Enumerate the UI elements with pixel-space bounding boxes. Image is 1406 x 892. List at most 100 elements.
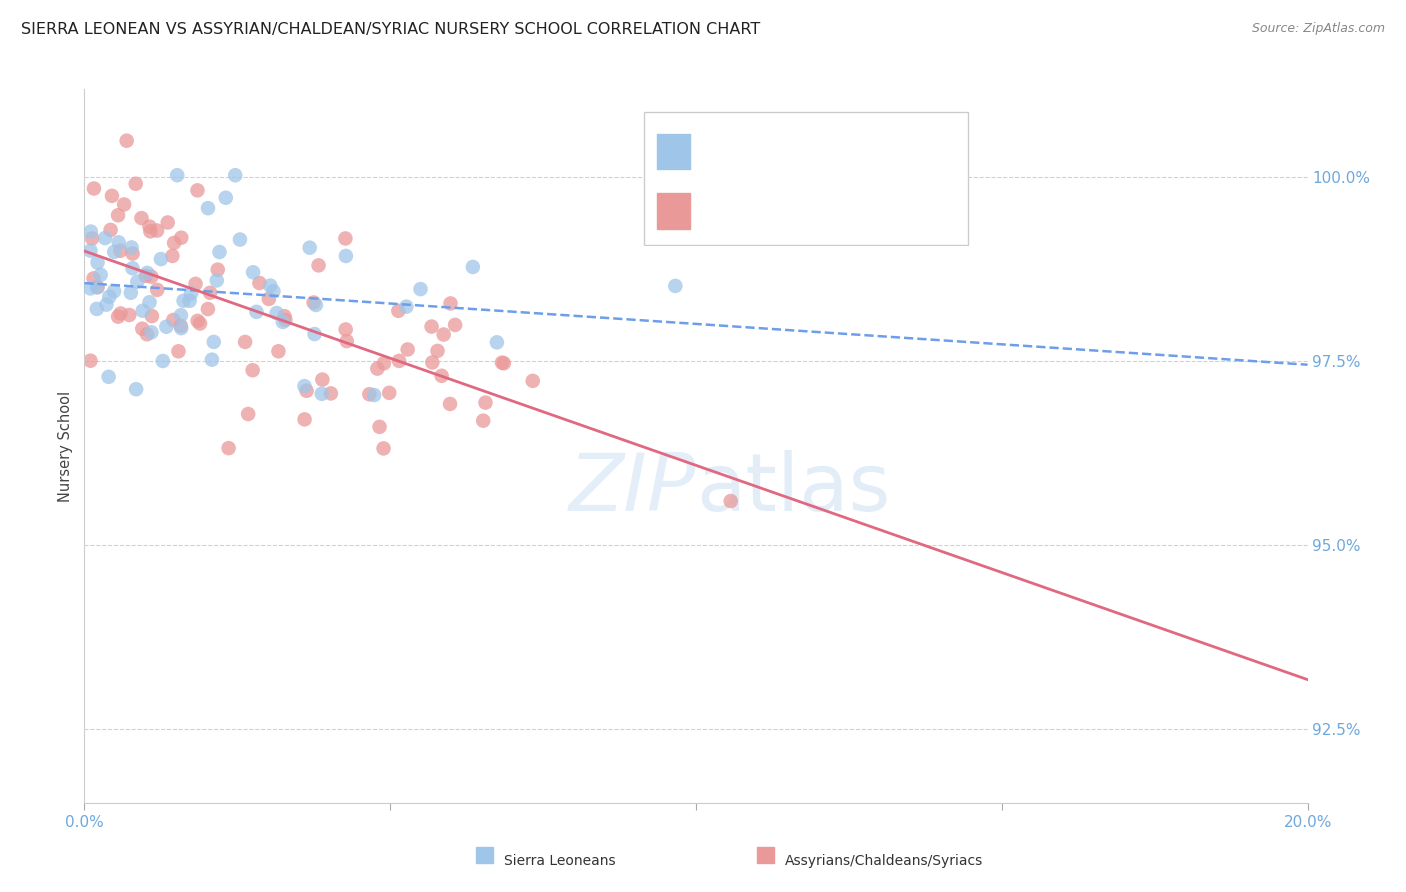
Point [103, 285, 125, 299]
Point [242, 265, 264, 279]
Point [420, 355, 443, 369]
Point [120, 285, 142, 300]
Point [138, 295, 160, 310]
Point [86, 301, 108, 316]
Point [94, 231, 117, 245]
Point [336, 334, 359, 348]
Point [485, 335, 508, 350]
Point [271, 315, 294, 329]
Point [305, 298, 328, 312]
Point [233, 334, 256, 349]
Point [295, 384, 318, 398]
Point [110, 244, 132, 258]
Point [139, 224, 162, 238]
Point [472, 414, 495, 428]
Point [294, 412, 316, 426]
Point [80, 225, 103, 239]
Text: N =: N = [839, 203, 872, 219]
Point [205, 273, 228, 287]
Point [149, 252, 172, 266]
Point [245, 305, 267, 319]
Point [155, 319, 177, 334]
Point [101, 189, 124, 203]
Point [433, 327, 456, 342]
Point [388, 354, 411, 368]
Point [110, 306, 132, 320]
Point [115, 134, 138, 148]
Point [170, 318, 193, 333]
Point [242, 363, 264, 377]
Point [86, 280, 108, 294]
Point [298, 241, 321, 255]
Point [664, 279, 686, 293]
Text: 58: 58 [891, 144, 912, 159]
Point [207, 262, 229, 277]
Point [197, 301, 219, 316]
Point [304, 326, 326, 341]
Point [136, 327, 159, 342]
Point [170, 308, 193, 322]
Point [249, 276, 271, 290]
Point [273, 309, 295, 323]
Point [86, 255, 108, 269]
Text: R =: R = [707, 144, 738, 159]
Text: Sierra Leoneans: Sierra Leoneans [503, 854, 616, 868]
Point [218, 441, 240, 455]
Point [257, 292, 280, 306]
Point [98, 290, 121, 304]
Point [163, 235, 186, 250]
Point [294, 379, 316, 393]
Point [311, 373, 333, 387]
Point [266, 306, 288, 320]
Point [373, 442, 395, 456]
Point [202, 334, 225, 349]
Point [173, 293, 195, 308]
Point [308, 259, 330, 273]
Point [131, 211, 153, 225]
Text: Assyrians/Chaldeans/Syriacs: Assyrians/Chaldeans/Syriacs [785, 854, 984, 868]
Point [368, 420, 391, 434]
Point [224, 168, 246, 182]
Point [127, 275, 149, 289]
Text: N =: N = [839, 144, 872, 159]
Point [302, 295, 325, 310]
Point [430, 368, 453, 383]
Point [118, 308, 141, 322]
Point [103, 244, 125, 259]
Point [112, 197, 135, 211]
Point [461, 260, 484, 274]
Text: R =: R = [707, 203, 738, 219]
Point [373, 356, 395, 370]
Point [215, 191, 238, 205]
Text: 81: 81 [891, 203, 912, 219]
Point [444, 318, 467, 332]
Text: SIERRA LEONEAN VS ASSYRIAN/CHALDEAN/SYRIAC NURSERY SCHOOL CORRELATION CHART: SIERRA LEONEAN VS ASSYRIAN/CHALDEAN/SYRI… [21, 22, 761, 37]
Point [179, 293, 201, 308]
Point [131, 303, 153, 318]
Point [107, 208, 129, 222]
Point [267, 344, 290, 359]
Text: -0.020: -0.020 [759, 144, 813, 159]
Point [311, 386, 333, 401]
Text: -0.298: -0.298 [759, 203, 813, 219]
Point [166, 168, 188, 182]
Bar [658, 194, 690, 228]
Point [395, 300, 418, 314]
Text: Source: ZipAtlas.com: Source: ZipAtlas.com [1251, 22, 1385, 36]
Point [492, 356, 515, 370]
Point [186, 183, 208, 197]
Point [198, 285, 221, 300]
Point [146, 223, 169, 237]
Point [335, 249, 357, 263]
Point [162, 313, 184, 327]
Point [107, 235, 129, 250]
Point [170, 230, 193, 244]
Point [152, 354, 174, 368]
Point [396, 343, 419, 357]
Point [208, 245, 231, 260]
Point [188, 317, 211, 331]
Point [156, 215, 179, 229]
Point [439, 397, 461, 411]
Point [79, 244, 101, 258]
Point [262, 285, 284, 299]
